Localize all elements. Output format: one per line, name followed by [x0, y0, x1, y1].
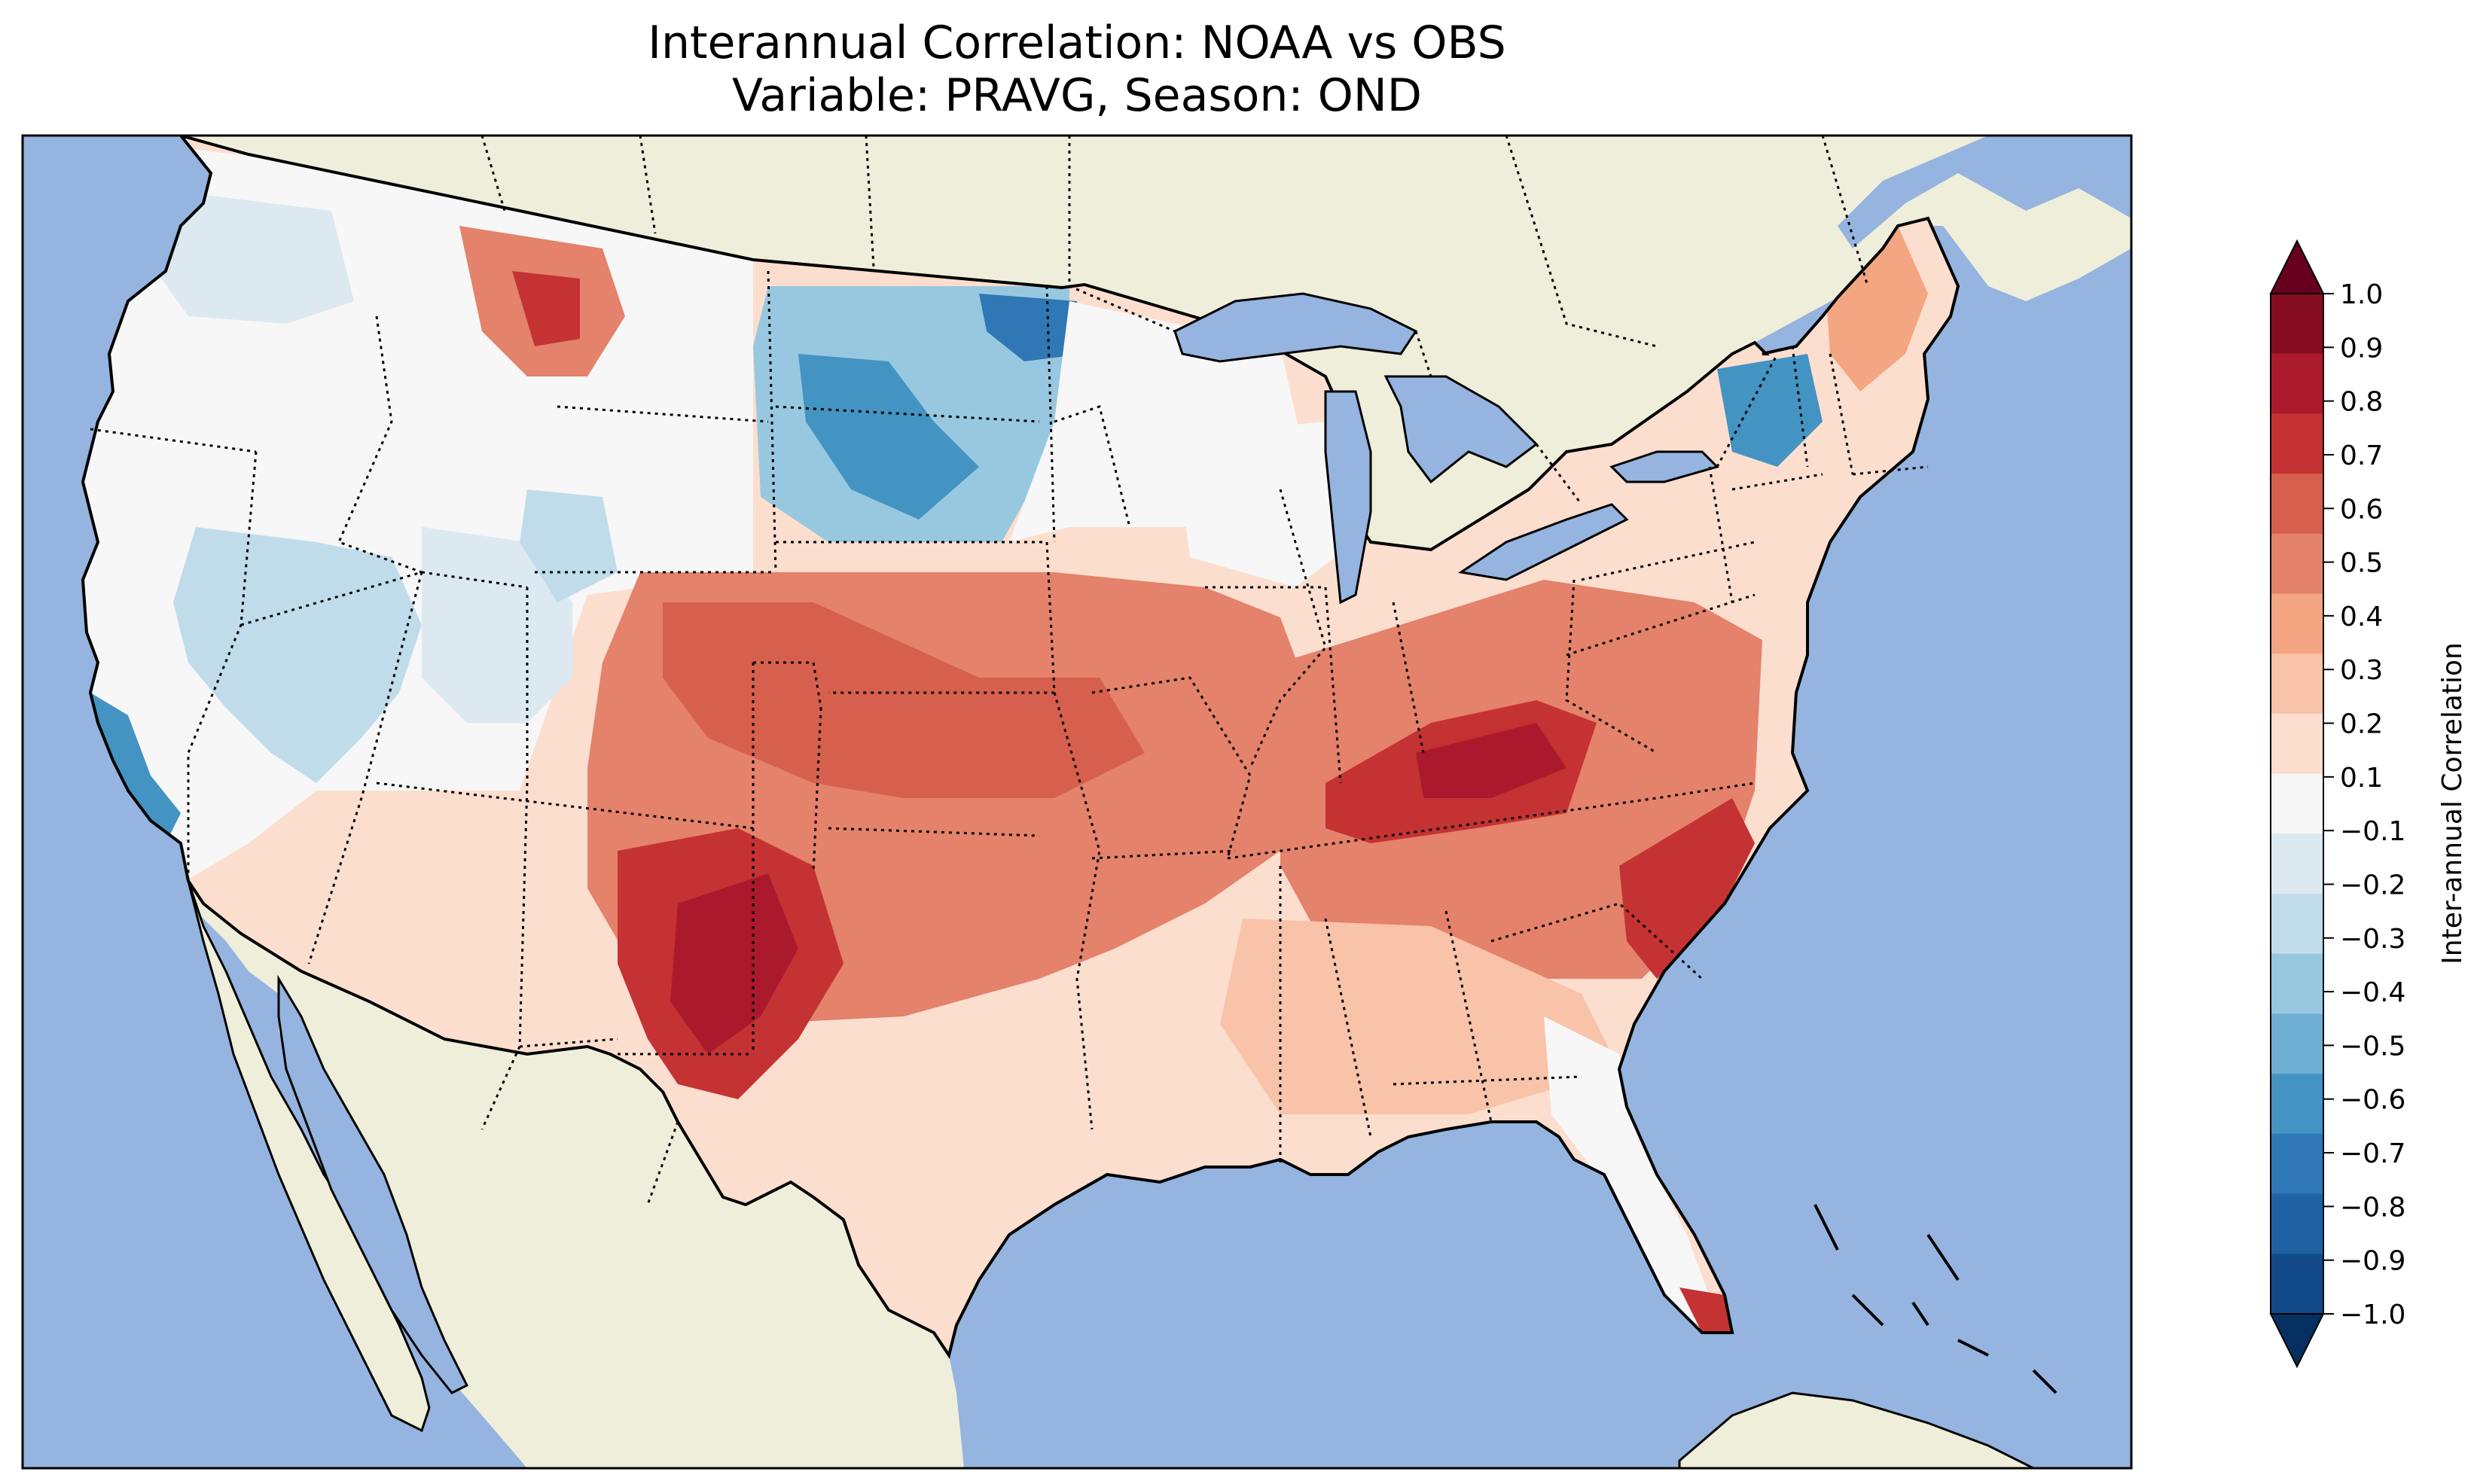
lake-huron: [1383, 375, 1539, 484]
heat-ca-coast-negative: [90, 693, 181, 843]
heat-ut-negative: [422, 527, 572, 723]
heat-wy-negative: [520, 489, 618, 602]
colorbar-label: Inter-annual Correlation: [2437, 642, 2468, 964]
colorbar-segment: [2271, 413, 2323, 474]
colorbar-tick-label: 0.5: [2340, 548, 2383, 579]
colorbar-tick-label: 0.2: [2340, 709, 2383, 740]
colorbar-tick-label: −1.0: [2340, 1300, 2405, 1330]
colorbar-tick-label: −0.2: [2340, 870, 2405, 900]
colorbar-tick-label: 0.1: [2340, 763, 2383, 794]
colorbar-tick-label: −0.5: [2340, 1031, 2405, 1062]
colorbar-tick-label: 0.9: [2340, 333, 2383, 364]
colorbar-segment: [2271, 474, 2323, 535]
colorbar-tick-label: 0.6: [2340, 494, 2383, 525]
mexico-land: [188, 881, 964, 1468]
colorbar-segment: [2271, 773, 2323, 834]
colorbar-segment: [2271, 1254, 2323, 1315]
colorbar-tick-label: −0.1: [2340, 816, 2405, 847]
lake-superior: [1173, 292, 1418, 363]
heat-carolinas-strong: [1619, 798, 1755, 979]
colorbar-tick-label: 0.3: [2340, 655, 2383, 686]
colorbar-segment: [2271, 953, 2323, 1014]
colorbar-segment: [2271, 833, 2323, 894]
lake-michigan: [1324, 390, 1372, 605]
colorbar-tick-label: −0.7: [2340, 1138, 2405, 1169]
chart-title-line-2: Variable: PRAVG, Season: OND: [732, 69, 1422, 122]
bahamas-islands: [1814, 1204, 2058, 1394]
cuba-land: [1678, 1391, 2034, 1468]
great-lakes: [1173, 292, 1719, 605]
heat-gulf-light: [1220, 919, 1619, 1114]
heat-great-lakes-neutral: [1175, 422, 1356, 587]
colorbar-segment: [2271, 593, 2323, 654]
heat-ny-vt-negative: [1717, 354, 1823, 467]
colorbar-segment: [2271, 294, 2323, 355]
heat-ky-core: [1416, 723, 1566, 798]
heat-dakotas-core: [798, 354, 979, 520]
colorbar-frame: [2270, 293, 2324, 1315]
heat-co-ks-strong: [663, 602, 1145, 798]
baja-california-land: [187, 880, 431, 1433]
colorbar-tick-label: 0.8: [2340, 387, 2383, 418]
state-borders: [90, 136, 1929, 1205]
heat-mt-core: [512, 271, 580, 346]
heat-fl-neutral: [1544, 1016, 1717, 1325]
heat-mn-core: [979, 294, 1084, 361]
map-frame: [21, 134, 2133, 1470]
colorbar-segment: [2271, 353, 2323, 414]
colorbar-segments: [2271, 294, 2323, 1315]
lake-erie: [1458, 503, 1629, 581]
colorbar-tick-label: −0.3: [2340, 924, 2405, 955]
colorbar-segment: [2271, 1074, 2323, 1135]
colorbar-segment: [2271, 533, 2323, 595]
colorbar-tick-label: 0.7: [2340, 440, 2383, 471]
heat-pnw-negative: [151, 188, 354, 324]
colorbar-tick-label: −0.4: [2340, 977, 2405, 1008]
colorbar-segment: [2271, 1193, 2323, 1254]
colorbar-tick-label: −0.9: [2340, 1246, 2405, 1277]
colorbar-segment: [2271, 1013, 2323, 1074]
colorbar-segment: [2271, 654, 2323, 715]
gulf-of-california: [277, 974, 469, 1394]
colorbar-over-arrow: [2269, 239, 2325, 294]
colorbar-segment: [2271, 894, 2323, 955]
colorbar-tick-label: −0.6: [2340, 1085, 2405, 1116]
colorbar-tick-label: 0.4: [2340, 602, 2383, 632]
colorbar-tick-label: 1.0: [2340, 279, 2383, 310]
canada-land: [173, 136, 2131, 550]
heat-tx-nm-core: [670, 873, 798, 1054]
colorbar-under-arrow: [2269, 1313, 2325, 1369]
colorbar-ticks: 1.0 0.9 0.8 0.7 0.6 0.5 0.4 0.3 0.2 0.1 −0.1 −0.2 −0…: [2323, 279, 2405, 1330]
heat-fl-tip: [1679, 1287, 1732, 1333]
colorbar-tick-label: −0.8: [2340, 1192, 2405, 1223]
colorbar-segment: [2271, 1133, 2323, 1195]
colorbar-segment: [2271, 713, 2323, 775]
chart-title-line-1: Interannual Correlation: NOAA vs OBS: [648, 17, 1506, 69]
